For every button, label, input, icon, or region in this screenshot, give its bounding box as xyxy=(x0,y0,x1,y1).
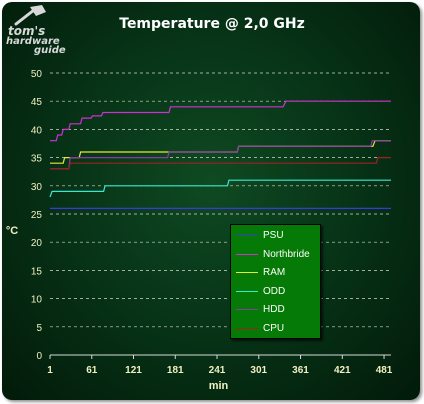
legend-swatch xyxy=(236,253,258,255)
series-line-odd xyxy=(49,179,391,198)
y-tick-label: 0 xyxy=(36,351,42,362)
legend-item-ram: RAM xyxy=(231,266,320,280)
y-tick-label: 5 xyxy=(36,323,42,334)
legend-item-hdd: HDD xyxy=(231,303,320,317)
y-tick-label: 40 xyxy=(31,125,43,136)
x-tick-label: 181 xyxy=(167,365,184,376)
x-tick-label: 481 xyxy=(376,365,393,376)
chart-frame xyxy=(2,2,420,400)
y-tick-label: 30 xyxy=(31,182,43,193)
x-tick-label: 301 xyxy=(250,365,267,376)
toms-hardware-guide-logo: tom's hardware guide xyxy=(4,4,70,56)
chart-legend: PSU Northbride RAM ODD HDD CPU xyxy=(230,224,321,339)
x-tick-label: 421 xyxy=(334,365,351,376)
series-line-hdd xyxy=(50,140,391,170)
y-tick-label: 20 xyxy=(31,238,43,249)
legend-swatch xyxy=(236,235,258,236)
legend-item-odd: ODD xyxy=(231,285,320,299)
x-axis-label: min xyxy=(209,380,229,392)
legend-label: HDD xyxy=(263,304,285,315)
y-tick-label: 45 xyxy=(31,97,43,108)
y-tick-label: 25 xyxy=(31,210,43,221)
legend-label: Northbride xyxy=(263,248,310,260)
legend-label: ODD xyxy=(263,285,286,297)
x-tick-label: 361 xyxy=(292,365,309,376)
legend-swatch xyxy=(236,327,258,329)
legend-swatch xyxy=(236,290,258,292)
logo-line-2: hardware xyxy=(6,36,60,47)
x-tick-label: 241 xyxy=(209,365,226,376)
legend-item-northbride: Northbride xyxy=(231,248,320,262)
series-line-ram xyxy=(50,140,391,164)
y-tick-label: 50 xyxy=(31,69,43,80)
logo-line-1: tom's xyxy=(8,24,46,38)
legend-label: RAM xyxy=(263,267,286,278)
legend-label: PSU xyxy=(263,230,284,241)
legend-item-psu: PSU xyxy=(231,229,320,243)
legend-swatch xyxy=(236,309,258,310)
logo-line-3: guide xyxy=(34,45,66,56)
chart-title: Temperature @ 2,0 GHz xyxy=(119,16,305,32)
y-axis-label: °C xyxy=(6,225,18,237)
legend-swatch xyxy=(236,272,258,273)
y-tick-label: 35 xyxy=(31,154,43,165)
legend-item-cpu: CPU xyxy=(231,322,320,336)
x-tick-label: 1 xyxy=(47,365,53,376)
series-line-cpu xyxy=(50,157,391,170)
x-tick-label: 61 xyxy=(86,365,98,376)
y-tick-label: 10 xyxy=(31,295,43,306)
hammer-icon xyxy=(14,5,46,26)
legend-label: CPU xyxy=(263,322,285,334)
x-tick-label: 121 xyxy=(125,365,142,376)
series-line-northbride xyxy=(50,100,391,142)
y-tick-label: 15 xyxy=(31,266,43,277)
